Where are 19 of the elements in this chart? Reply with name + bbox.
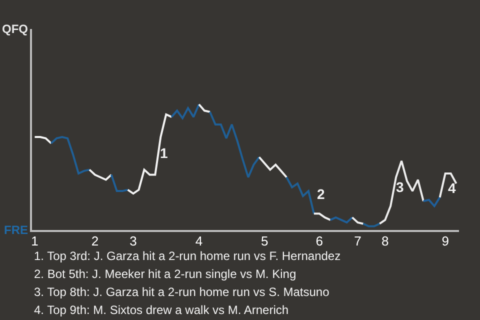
x-tick-label: 5 xyxy=(261,234,268,249)
text: 1. Top 3rd: J. Garza hit a 2-run home run vs F. Hernandez xyxy=(34,249,341,263)
x-tick-label: 1 xyxy=(31,234,38,249)
text: 3. Top 8th: J. Garza hit a 2-run home run vs S. Matsuno xyxy=(34,285,330,299)
x-tick-label: 3 xyxy=(130,234,137,249)
text: 2. Bot 5th: J. Meeker hit a 2-run single vs M. King xyxy=(34,267,296,281)
annotation: 4 xyxy=(448,180,456,196)
annotation: 2 xyxy=(317,186,325,202)
text: FRE xyxy=(4,223,28,237)
x-tick-label: 2 xyxy=(91,234,99,249)
x-tick-label: 7 xyxy=(354,234,362,249)
x-tick-label: 6 xyxy=(316,234,324,249)
annotation: 1 xyxy=(160,145,168,161)
annotation: 3 xyxy=(396,179,404,195)
text: 4. Top 9th: M. Sixtos drew a walk vs M. Arnerich xyxy=(34,303,289,317)
x-tick-label: 9 xyxy=(442,234,449,249)
text: QFQ xyxy=(2,22,28,36)
x-tick-label: 4 xyxy=(195,234,203,249)
x-tick-label: 8 xyxy=(381,234,389,249)
